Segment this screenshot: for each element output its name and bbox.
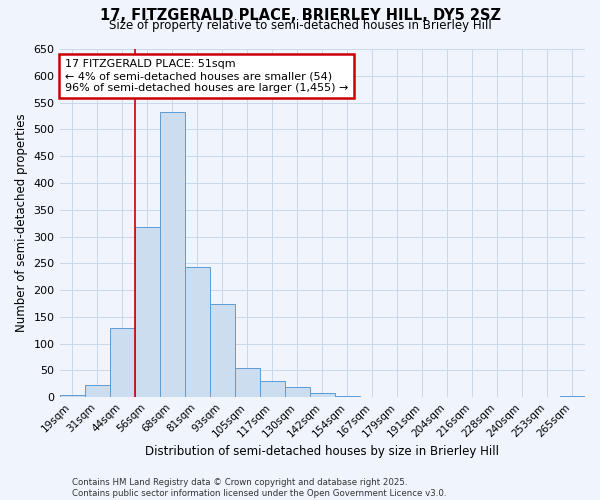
Text: 17 FITZGERALD PLACE: 51sqm
← 4% of semi-detached houses are smaller (54)
96% of : 17 FITZGERALD PLACE: 51sqm ← 4% of semi-… — [65, 60, 348, 92]
Bar — [185, 267, 209, 397]
Bar — [59, 394, 85, 397]
Bar — [260, 381, 285, 397]
Bar — [385, 396, 410, 397]
Y-axis label: Number of semi-detached properties: Number of semi-detached properties — [15, 114, 28, 332]
Text: Size of property relative to semi-detached houses in Brierley Hill: Size of property relative to semi-detach… — [109, 18, 491, 32]
Bar — [560, 396, 585, 397]
Bar — [85, 386, 110, 397]
Bar — [310, 394, 335, 397]
Bar — [134, 227, 160, 397]
X-axis label: Distribution of semi-detached houses by size in Brierley Hill: Distribution of semi-detached houses by … — [145, 444, 499, 458]
Bar — [510, 396, 535, 397]
Bar — [335, 396, 360, 397]
Bar — [285, 386, 310, 397]
Bar — [160, 112, 185, 397]
Text: Contains HM Land Registry data © Crown copyright and database right 2025.
Contai: Contains HM Land Registry data © Crown c… — [72, 478, 446, 498]
Text: 17, FITZGERALD PLACE, BRIERLEY HILL, DY5 2SZ: 17, FITZGERALD PLACE, BRIERLEY HILL, DY5… — [100, 8, 500, 22]
Bar — [209, 304, 235, 397]
Bar — [110, 328, 134, 397]
Bar — [235, 368, 260, 397]
